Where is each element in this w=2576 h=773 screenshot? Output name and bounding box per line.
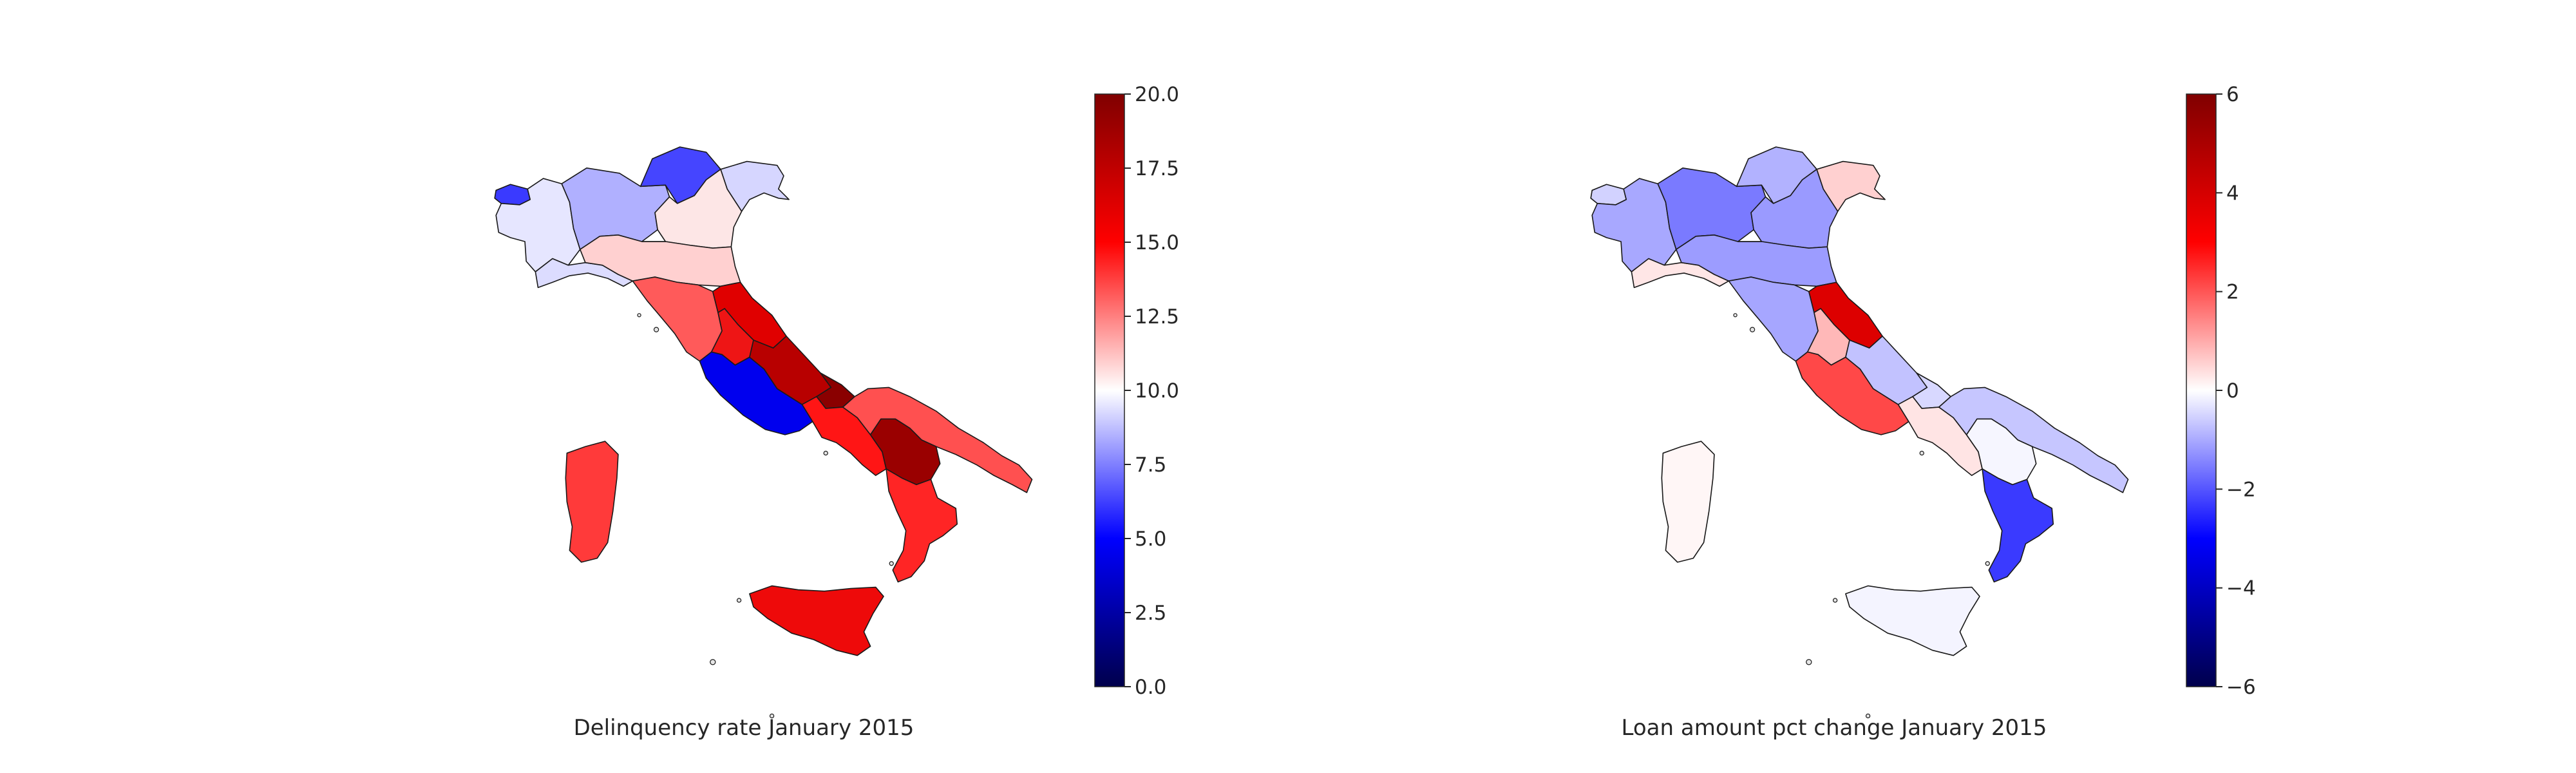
region-liguria <box>1631 258 1730 289</box>
island-pantelleria <box>1806 659 1812 665</box>
island-lampedusa <box>1865 713 1871 719</box>
colorbar-tick-label: 0 <box>2226 379 2239 403</box>
region-sardegna <box>565 441 619 563</box>
island-capraia <box>637 313 641 318</box>
colorbar-ticks-delinquency: 0.0 2.5 5.0 7.5 10.0 12.5 15.0 17.5 20.0 <box>1124 83 1179 699</box>
island-ischia <box>823 450 828 456</box>
island-lipari <box>1985 561 1990 566</box>
island-ischia <box>1919 450 1924 456</box>
island-lipari <box>889 561 894 566</box>
region-toscana <box>1728 276 1819 362</box>
region-sardegna <box>1661 441 1715 563</box>
region-liguria <box>535 258 634 289</box>
colorbar-tick-label: 5.0 <box>1135 528 1166 551</box>
island-egadi <box>736 598 742 603</box>
map-title: Loan amount pct change January 2015 <box>1622 715 2047 741</box>
italy-map-delinquency <box>494 146 1033 719</box>
island-elba <box>653 327 659 332</box>
colorbar-tick-label: 20.0 <box>1135 83 1179 106</box>
region-friuli <box>1816 160 1886 212</box>
colorbar-delinquency <box>1095 94 1124 687</box>
map-title: Delinquency rate January 2015 <box>574 715 914 741</box>
region-sicilia <box>1845 585 1980 656</box>
island-capraia <box>1733 313 1738 318</box>
map-panel-delinquency: 0.0 2.5 5.0 7.5 10.0 12.5 15.0 17.5 20.0 Delinqu… <box>494 83 1179 741</box>
region-sicilia <box>749 585 884 656</box>
region-toscana <box>632 276 723 362</box>
colorbar-tick-label: −6 <box>2226 676 2256 699</box>
colorbar-tick-label: 0.0 <box>1135 676 1166 699</box>
italy-map-loan-change <box>1590 146 2129 719</box>
colorbar-tick-label: 10.0 <box>1135 379 1179 403</box>
island-pantelleria <box>710 659 716 665</box>
island-lampedusa <box>769 713 775 719</box>
region-calabria <box>886 468 958 583</box>
colorbar-tick-label: 12.5 <box>1135 305 1179 329</box>
colorbar-tick-label: −4 <box>2226 577 2256 600</box>
colorbar-tick-label: −2 <box>2226 478 2256 501</box>
colorbar-tick-label: 2 <box>2226 281 2239 304</box>
colorbar-tick-label: 2.5 <box>1135 602 1166 625</box>
colorbar-tick-label: 7.5 <box>1135 453 1166 477</box>
region-friuli <box>720 160 790 212</box>
island-elba <box>1749 327 1756 332</box>
colorbar-ticks-loan-change: −6 −4 −2 0 2 4 6 <box>2216 83 2256 699</box>
island-egadi <box>1832 598 1838 603</box>
colorbar-loan-change <box>2186 94 2216 687</box>
colorbar-tick-label: 17.5 <box>1135 157 1179 180</box>
colorbar-tick-label: 15.0 <box>1135 231 1179 254</box>
colorbar-tick-label: 6 <box>2226 83 2239 106</box>
map-panel-loan-change: −6 −4 −2 0 2 4 6 Loan amount pct change Januar… <box>1590 83 2256 741</box>
colorbar-tick-label: 4 <box>2226 182 2239 205</box>
region-calabria <box>1982 468 2054 583</box>
